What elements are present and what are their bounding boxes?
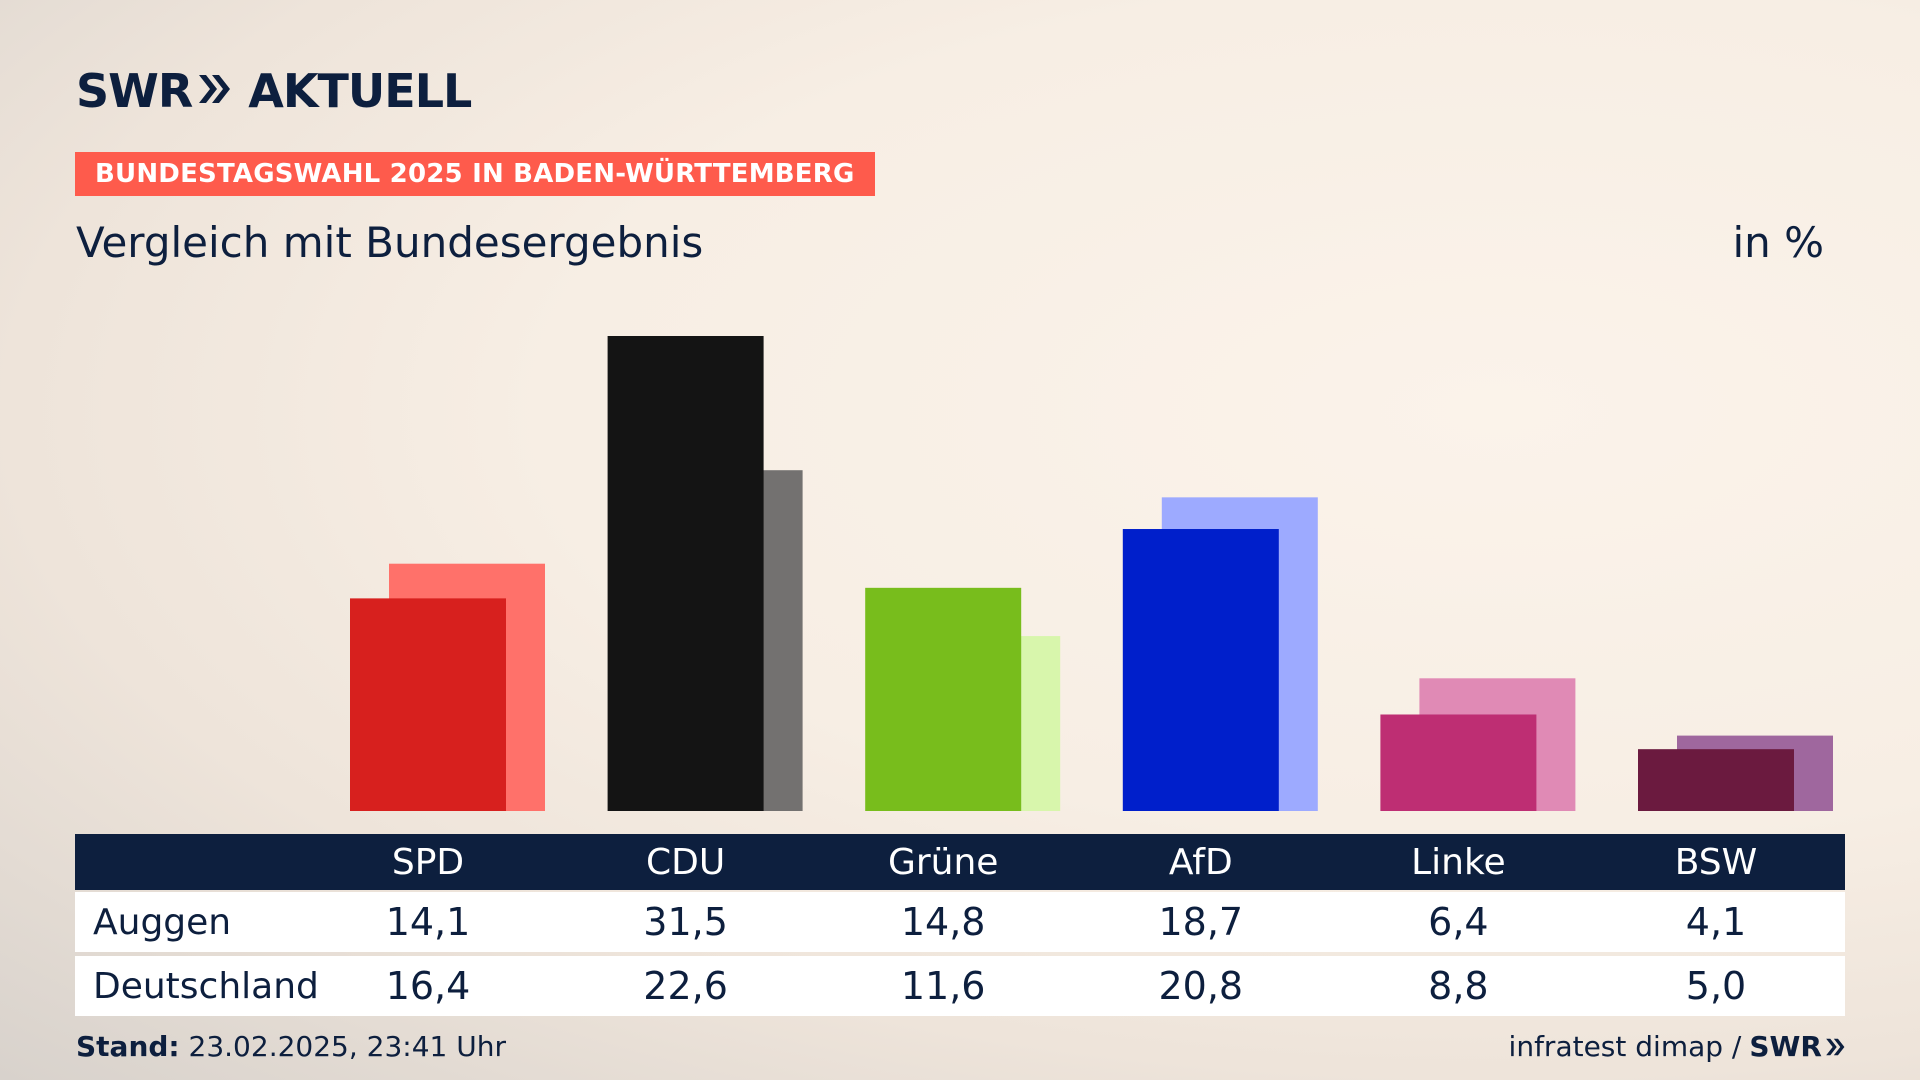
- swr-small-logo: SWR: [1749, 1030, 1846, 1063]
- header-grüne: Grüne: [887, 841, 999, 883]
- table-row-deutschland: Deutschland 16,4 22,6 11,6 20,8 8,8 5,0: [75, 956, 1845, 1016]
- value-deutschland-grüne: 11,6: [900, 964, 986, 1008]
- bar-auggen-cdu: [607, 336, 764, 811]
- header-linke: Linke: [1411, 841, 1506, 883]
- double-chevron-icon: [196, 72, 232, 110]
- value-auggen-linke: 6,4: [1428, 900, 1489, 944]
- source-text: infratest dimap /: [1508, 1030, 1742, 1063]
- bar-auggen-bsw: [1638, 749, 1794, 811]
- unit-label: in %: [1732, 218, 1824, 267]
- stand-value: 23.02.2025, 23:41 Uhr: [188, 1030, 506, 1063]
- swr-aktuell-logo: SWR AKTUELL: [76, 64, 472, 118]
- results-table: SPD CDU Grüne AfD Linke BSW Auggen 14,1 31,5 14…: [75, 834, 1845, 1016]
- bar-auggen-afd: [1122, 529, 1279, 811]
- row-label-deutschland: Deutschland: [93, 965, 319, 1007]
- bar-chart: [350, 336, 1833, 811]
- table-header: SPD CDU Grüne AfD Linke BSW: [75, 834, 1845, 890]
- table-row-auggen: Auggen 14,1 31,5 14,8 18,7 6,4 4,1: [75, 892, 1845, 952]
- bar-auggen-spd: [350, 598, 506, 811]
- header-afd: AfD: [1168, 841, 1233, 883]
- value-deutschland-bsw: 5,0: [1685, 964, 1747, 1008]
- source-credit: infratest dimap / SWR: [1509, 1030, 1846, 1063]
- double-chevron-small-icon: [1826, 1038, 1845, 1055]
- header-bsw: BSW: [1674, 841, 1758, 883]
- value-deutschland-cdu: 22,6: [643, 964, 728, 1008]
- value-deutschland-linke: 8,8: [1428, 964, 1489, 1008]
- value-auggen-spd: 14,1: [385, 900, 471, 944]
- row-label-auggen: Auggen: [93, 901, 232, 943]
- value-deutschland-afd: 20,8: [1158, 964, 1244, 1008]
- value-deutschland-spd: 16,4: [385, 964, 471, 1008]
- header-cdu: CDU: [645, 841, 726, 883]
- stand-label: Stand:: [76, 1030, 180, 1063]
- chart-subtitle: Vergleich mit Bundesergebnis: [76, 218, 704, 267]
- bar-auggen-grüne: [865, 587, 1022, 811]
- value-auggen-cdu: 31,5: [643, 900, 728, 944]
- header-spd: SPD: [391, 841, 465, 883]
- timestamp: Stand: 23.02.2025, 23:41 Uhr: [76, 1030, 506, 1063]
- election-banner: BUNDESTAGSWAHL 2025 IN BADEN-WÜRTTEMBERG: [75, 152, 875, 196]
- value-auggen-afd: 18,7: [1158, 900, 1244, 944]
- bar-auggen-linke: [1380, 714, 1537, 811]
- logo-swr-text: SWR: [76, 64, 193, 118]
- logo-aktuell-text: AKTUELL: [248, 64, 472, 118]
- swr-small-text: SWR: [1749, 1030, 1822, 1063]
- value-auggen-grüne: 14,8: [900, 900, 986, 944]
- value-auggen-bsw: 4,1: [1685, 900, 1747, 944]
